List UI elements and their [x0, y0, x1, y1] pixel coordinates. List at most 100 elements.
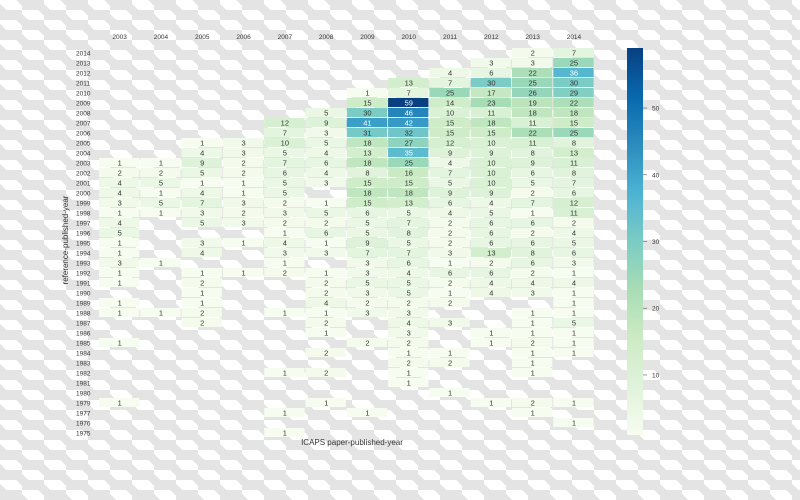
cell-value-label: 35: [405, 149, 413, 158]
cell-value-label: 1: [572, 419, 576, 428]
cell-value-label: 18: [363, 159, 371, 168]
cell-value-label: 1: [200, 289, 204, 298]
heatmap-cell: [99, 248, 140, 257]
cell-value-label: 2: [241, 169, 245, 178]
heatmap-cell: [470, 328, 511, 337]
heatmap-cell: [264, 178, 305, 187]
heatmap-cell: [346, 198, 388, 207]
heatmap-cell: [512, 98, 553, 107]
heatmap-cell: [99, 178, 140, 187]
heatmap-cell: [388, 348, 429, 357]
heatmap-cell: [140, 308, 181, 317]
y-tick-labels: 2014 2013 2012 2011 2010 2009 2008 2007 2006 2005…: [76, 51, 91, 438]
cell-value-label: 10: [281, 139, 289, 148]
heatmap-cell: [140, 158, 181, 167]
heatmap-cell: [181, 198, 222, 207]
cell-value-label: 13: [363, 149, 371, 158]
cell-value-label: 1: [324, 239, 328, 248]
heatmap-cell: [99, 198, 140, 207]
heatmap-cell: [264, 148, 305, 157]
heatmap-cell: [222, 178, 264, 187]
heatmap-cell: [553, 308, 594, 317]
y-tick-label: 1987: [76, 321, 91, 328]
cell-value-label: 1: [324, 199, 328, 208]
heatmap-cell: [99, 208, 140, 217]
heatmap-cell: [512, 318, 553, 327]
y-tick-label: 1985: [76, 341, 91, 348]
cell-value-label: 1: [572, 309, 576, 318]
y-tick-label: 1993: [76, 261, 91, 268]
heatmap-cell: [305, 138, 346, 147]
heatmap-cell: [346, 298, 388, 307]
heatmap-cell: [553, 218, 594, 227]
y-tick-label: 1995: [76, 241, 91, 248]
y-tick-label: 2014: [76, 51, 91, 58]
cell-value-label: 4: [324, 169, 328, 178]
heatmap-cell: [470, 198, 511, 207]
heatmap-cell: [512, 178, 553, 187]
heatmap-cell: [470, 98, 511, 107]
heatmap-cell: [470, 398, 511, 407]
cell-value-label: 13: [570, 149, 578, 158]
cell-value-label: 2: [572, 219, 576, 228]
y-tick-label: 1977: [76, 411, 91, 418]
heatmap-cell: [264, 428, 305, 437]
cell-value-label: 1: [572, 269, 576, 278]
heatmap-cell: [346, 258, 388, 267]
heatmap-cell: [429, 68, 470, 77]
cell-value-label: 4: [489, 279, 493, 288]
cell-value-label: 7: [407, 249, 411, 258]
heatmap-cell: [553, 178, 594, 187]
cell-value-label: 2: [241, 209, 245, 218]
heatmap-cell: [553, 278, 594, 287]
cell-value-label: 7: [407, 89, 411, 98]
heatmap-cell: [99, 228, 140, 237]
cell-value-label: 1: [572, 399, 576, 408]
cell-value-label: 1: [448, 289, 452, 298]
heatmap-cell: [512, 228, 553, 237]
cell-value-label: 5: [324, 109, 328, 118]
cell-value-label: 5: [448, 179, 452, 188]
heatmap-cell: [388, 198, 429, 207]
cell-value-label: 3: [324, 179, 328, 188]
x-tick-label: 2008: [319, 34, 334, 41]
cell-value-label: 31: [363, 129, 371, 138]
cell-value-label: 4: [324, 299, 328, 308]
heatmap-cell: [429, 148, 470, 157]
cell-value-label: 7: [407, 219, 411, 228]
heatmap-cell: [388, 148, 429, 157]
heatmap-cell: [512, 238, 553, 247]
heatmap-cell: [181, 188, 222, 197]
y-tick-label: 2001: [76, 181, 91, 188]
cell-value-label: 2: [448, 239, 452, 248]
y-tick-label: 2013: [76, 61, 91, 68]
cell-value-label: 4: [283, 239, 287, 248]
cell-value-label: 2: [283, 269, 287, 278]
cell-value-label: 1: [118, 159, 122, 168]
cell-value-label: 5: [159, 179, 163, 188]
cell-value-label: 46: [405, 109, 413, 118]
y-tick-label: 2004: [76, 151, 91, 158]
heatmap-cell: [470, 118, 511, 127]
cell-value-label: 4: [118, 179, 122, 188]
heatmap-cell: [470, 268, 511, 277]
cell-value-label: 1: [365, 409, 369, 418]
heatmap-cell: [553, 298, 594, 307]
cell-value-label: 11: [487, 109, 495, 118]
cell-value-label: 1: [324, 269, 328, 278]
cell-value-label: 1: [531, 209, 535, 218]
heatmap-cell: [429, 268, 470, 277]
cell-value-label: 4: [200, 189, 204, 198]
cell-value-label: 5: [407, 289, 411, 298]
heatmap-cell: [264, 208, 305, 217]
cell-value-label: 5: [572, 239, 576, 248]
heatmap-cell: [388, 298, 429, 307]
heatmap-cell: [264, 268, 305, 277]
heatmap-cell: [470, 88, 511, 97]
heatmap-cell: [99, 398, 140, 407]
heatmap-cell: [222, 218, 264, 227]
cell-value-label: 2: [200, 279, 204, 288]
heatmap-cell: [388, 138, 429, 147]
heatmap-cell: [181, 238, 222, 247]
